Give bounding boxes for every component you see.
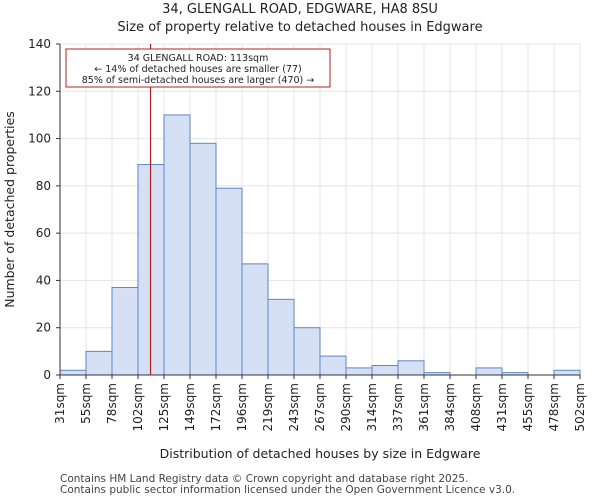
x-tick-label: 337sqm [391,383,405,431]
x-tick-label: 196sqm [235,383,249,431]
x-tick-label: 478sqm [547,383,561,431]
histogram-bar [59,369,87,376]
x-tick-label: 219sqm [261,383,275,431]
x-tick-label: 172sqm [209,383,223,431]
histogram-bar [85,350,113,376]
x-tick-label: 149sqm [183,383,197,431]
histogram-bar [345,367,373,376]
y-axis-label: Number of detached properties [2,111,17,308]
x-tick-label: 361sqm [417,383,431,431]
x-tick-label: 243sqm [287,383,301,431]
histogram-bar [189,142,217,376]
histogram-bar [215,187,243,376]
histogram-bar [319,355,347,376]
histogram-bar [553,369,581,376]
annotation-box [65,48,331,88]
y-tick-label: 0 [43,368,51,382]
chart-subtitle: Size of property relative to detached ho… [117,20,483,35]
y-tick-label: 100 [28,132,51,146]
annotation-line: 85% of semi-detached houses are larger (… [82,75,315,86]
x-tick-label: 431sqm [495,383,509,431]
y-tick-label: 40 [36,273,51,287]
x-tick-label: 502sqm [573,383,587,431]
x-tick-label: 384sqm [443,383,457,431]
y-tick-label: 120 [28,84,51,98]
x-tick-label: 55sqm [79,383,93,424]
histogram-bar [163,114,191,376]
x-tick-label: 31sqm [53,383,67,424]
x-tick-label: 267sqm [313,383,327,431]
y-tick-label: 140 [28,37,51,51]
annotation-line: ← 14% of detached houses are smaller (77… [94,64,301,75]
histogram-chart: 0 20 40 60 80 100 120 140 31sqm 55sqm 78sqm 102sqm 1… [2,37,587,461]
histogram-bar [267,298,295,376]
x-tick-label: 102sqm [131,383,145,431]
histogram-bar [371,365,399,376]
x-tick-label: 408sqm [469,383,483,431]
histogram-bar [111,287,139,376]
histogram-bar [397,360,425,376]
x-tick-label: 314sqm [365,383,379,431]
histogram-bar [241,263,269,376]
annotation-line: 34 GLENGALL ROAD: 113sqm [128,53,269,64]
x-tick-label: 125sqm [157,383,171,431]
x-tick-label: 290sqm [339,383,353,431]
x-tick-label: 78sqm [105,383,119,424]
x-tick-label: 455sqm [521,383,535,431]
y-tick-label: 80 [36,179,51,193]
histogram-bar [293,327,321,376]
x-axis-label: Distribution of detached houses by size … [160,446,481,461]
histogram-bar [475,367,503,376]
y-tick-label: 20 [36,321,51,335]
y-tick-label: 60 [36,226,51,240]
chart-title: 34, GLENGALL ROAD, EDGWARE, HA8 8SU [162,2,438,17]
footer-line-2: Contains public sector information licen… [60,484,516,496]
footer-line-1: Contains HM Land Registry data © Crown c… [60,473,469,485]
